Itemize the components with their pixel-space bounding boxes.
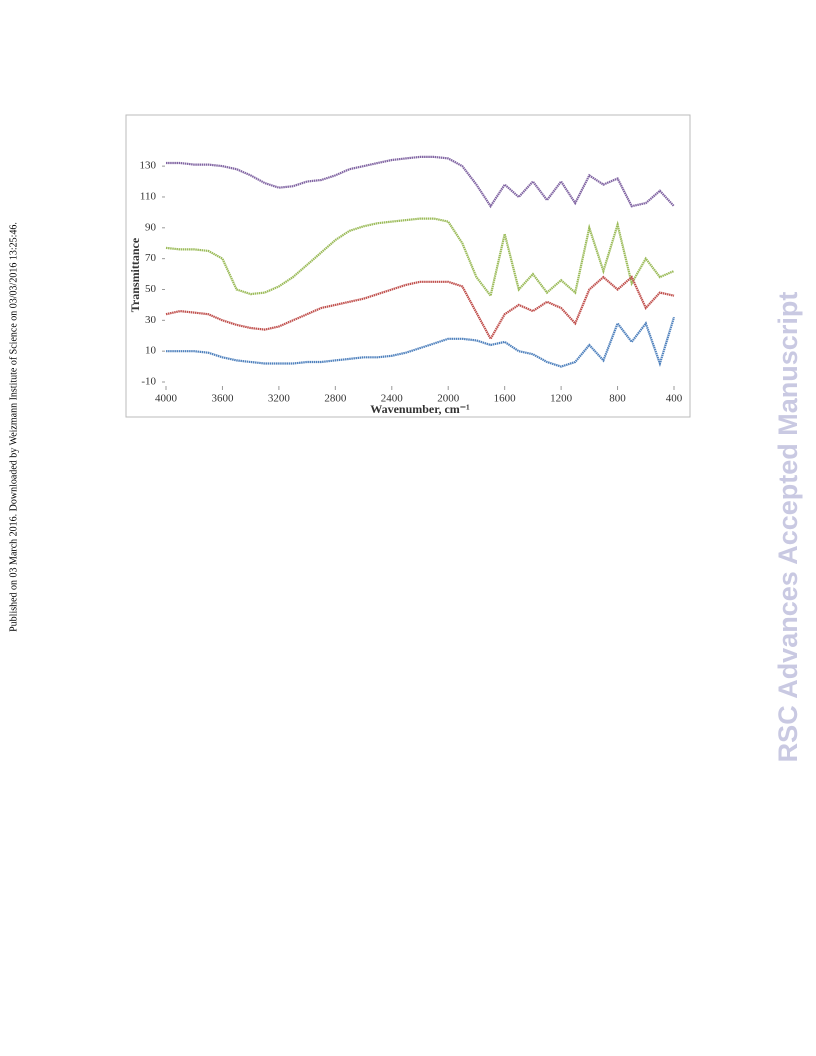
x-tick-label: 1600: [494, 393, 517, 405]
y-tick-label: 130: [140, 160, 157, 172]
series-line: [165, 217, 675, 299]
series-line: [166, 316, 676, 368]
x-tick-label: 2400: [381, 393, 404, 405]
y-tick-label: -10: [141, 376, 156, 388]
x-tick-label: 2000: [437, 393, 460, 405]
series-line: [165, 275, 675, 342]
series-line: [166, 155, 675, 209]
x-tick-label: 3200: [268, 393, 291, 405]
y-tick-label: 30: [145, 314, 157, 326]
x-tick-label: 1200: [550, 393, 573, 405]
y-tick-label: 110: [140, 190, 157, 202]
watermark: RSC Advances Accepted Manuscript: [773, 292, 803, 763]
chart-frame: [125, 114, 691, 418]
y-tick-label: 50: [145, 283, 157, 295]
side-note: Published on 03 March 2016. Downloaded b…: [8, 222, 19, 632]
x-tick-label: 3600: [211, 393, 234, 405]
y-tick-label: 10: [145, 345, 157, 357]
x-axis-label: Wavenumber, cm⁻¹: [370, 402, 470, 416]
x-tick-label: 2800: [324, 393, 347, 405]
x-tick-label: 4000: [155, 393, 178, 405]
x-tick-label: 400: [666, 393, 683, 405]
y-tick-label: 70: [145, 252, 157, 264]
y-axis-label: Transmittance: [128, 237, 142, 312]
x-tick-label: 800: [609, 393, 626, 405]
y-tick-label: 90: [145, 221, 157, 233]
